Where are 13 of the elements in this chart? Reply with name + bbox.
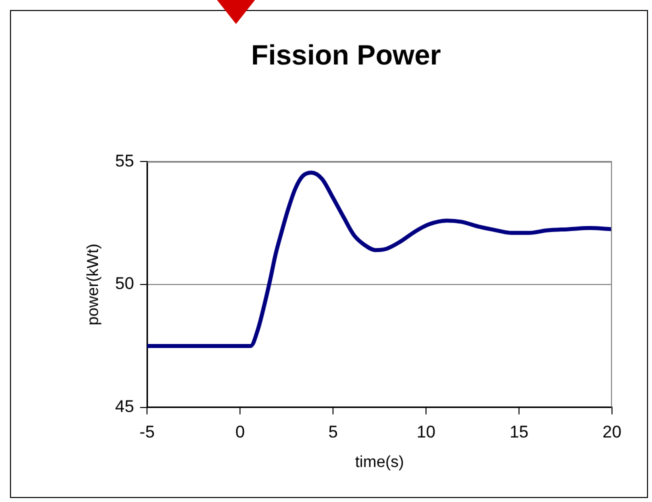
y-tick-label: 50 (115, 274, 134, 294)
x-axis-title: time(s) (355, 454, 404, 471)
x-tick-label: -5 (140, 422, 155, 442)
y-tick-label: 45 (115, 397, 134, 416)
line-series (147, 170, 612, 348)
x-tick-label: 10 (416, 422, 436, 442)
x-tick-label: 0 (235, 422, 245, 442)
y-tick-label: 55 (115, 151, 134, 170)
x-tick-label: 20 (602, 422, 622, 442)
x-tick-label: 5 (328, 422, 338, 442)
x-tick-label: 15 (510, 422, 528, 442)
chart-title: Fission Power (251, 40, 442, 71)
y-axis-title: power(kWt) (85, 244, 102, 326)
